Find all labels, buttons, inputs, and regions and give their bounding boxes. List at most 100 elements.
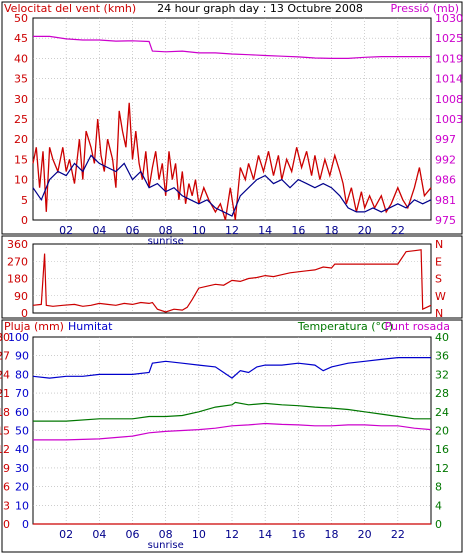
y-tick-label: 12: [435, 462, 449, 475]
y-tick-label: 10: [15, 499, 29, 512]
x-tick-label: 20: [358, 528, 372, 541]
y-tick-label: 36: [435, 350, 449, 363]
y-tick-label: 40: [435, 331, 449, 344]
y-tick-label: 24: [435, 406, 449, 419]
x-tick-label: 12: [225, 224, 239, 237]
x-tick-label: 06: [126, 528, 140, 541]
x-tick-label: 16: [291, 528, 305, 541]
y-tick-label: 6: [3, 481, 10, 494]
y-tick-label: 21: [0, 387, 10, 400]
y-tick-label: 30: [15, 462, 29, 475]
series-wind_avg: [32, 154, 432, 217]
y-tick-label: 28: [435, 387, 449, 400]
y-tick-label: 100: [8, 331, 29, 344]
y-tick-label: E: [435, 255, 442, 268]
y-tick-label: 30: [0, 331, 10, 344]
y-tick-label: 20: [435, 425, 449, 438]
x-tick-label: 06: [126, 224, 140, 237]
y-tick-label: 0: [22, 518, 29, 531]
y-tick-label: 18: [0, 406, 10, 419]
x-tick-label: 04: [92, 224, 106, 237]
y-tick-label: 180: [7, 273, 28, 286]
y-tick-label: 15: [14, 153, 28, 166]
series-humidity: [32, 357, 431, 379]
y-tick-label: 50: [15, 425, 29, 438]
y-tick-label: 1008: [435, 93, 463, 106]
y-tick-label: 270: [7, 255, 28, 268]
panel-border-3: [1, 319, 463, 553]
y-axis-label: Pressió (mb): [390, 2, 459, 15]
x-tick-label: 02: [59, 224, 73, 237]
x-tick-label: 04: [92, 528, 106, 541]
y-tick-label: 40: [15, 443, 29, 456]
y-tick-label: 15: [0, 425, 10, 438]
x-tick-label: 14: [258, 528, 272, 541]
x-tick-label: 10: [192, 528, 206, 541]
y-tick-label: W: [435, 290, 446, 303]
y-tick-label: 90: [14, 290, 28, 303]
y-tick-label: 12: [0, 443, 10, 456]
y-tick-label: 997: [435, 133, 456, 146]
y-tick-label: 35: [14, 73, 28, 86]
y-tick-label: 0: [21, 307, 28, 320]
x-tick-label: 14: [258, 224, 272, 237]
y-tick-label: 9: [3, 462, 10, 475]
y-tick-label: 5: [21, 194, 28, 207]
y-tick-label: 16: [435, 443, 449, 456]
chart-title: 24 hour graph day : 13 Octubre 2008: [157, 2, 363, 15]
x-tick-label: 08: [159, 528, 173, 541]
x-tick-label: 02: [59, 528, 73, 541]
y-tick-label: 986: [435, 174, 456, 187]
series-dewpoint: [33, 422, 432, 441]
y-axis-label: Pluja (mm): [4, 320, 64, 333]
panel-border-2: [1, 235, 463, 319]
y-tick-label: 45: [14, 32, 28, 45]
y-tick-label: 1003: [435, 113, 463, 126]
y-tick-label: 1019: [435, 52, 463, 65]
x-tick-label: 18: [325, 224, 339, 237]
y-tick-label: 4: [435, 499, 442, 512]
y-tick-label: 0: [21, 214, 28, 227]
y-axis-label: Humitat: [68, 320, 113, 333]
y-axis-label: Temperatura (°C): [297, 320, 393, 333]
series-direction: [32, 249, 432, 313]
y-tick-label: 30: [14, 93, 28, 106]
y-tick-label: 80: [15, 368, 29, 381]
x-tick-label: 22: [391, 224, 405, 237]
y-tick-label: 25: [14, 113, 28, 126]
sunrise-label: sunrise: [148, 540, 184, 551]
y-tick-label: 8: [435, 481, 442, 494]
x-tick-label: 18: [325, 528, 339, 541]
y-tick-label: 20: [14, 133, 28, 146]
series-temperature: [33, 401, 431, 422]
y-tick-label: 60: [15, 406, 29, 419]
y-tick-label: 981: [435, 194, 456, 207]
x-tick-label: 12: [225, 528, 239, 541]
y-tick-label: 70: [15, 387, 29, 400]
x-tick-label: 16: [291, 224, 305, 237]
y-tick-label: 1014: [435, 73, 463, 86]
y-tick-label: N: [435, 238, 443, 251]
y-tick-label: 32: [435, 368, 449, 381]
y-tick-label: 360: [7, 238, 28, 251]
y-tick-label: 1025: [435, 32, 463, 45]
y-tick-label: 20: [15, 481, 29, 494]
y-tick-label: 0: [3, 518, 10, 531]
y-tick-label: S: [435, 273, 442, 286]
y-tick-label: 24: [0, 368, 10, 381]
y-tick-label: 40: [14, 52, 28, 65]
x-tick-label: 08: [159, 224, 173, 237]
sunrise-label: sunrise: [148, 236, 184, 247]
x-tick-label: 22: [391, 528, 405, 541]
y-axis-label: Punt rosada: [385, 320, 450, 333]
panel-border-1: [1, 1, 463, 235]
y-tick-label: 50: [14, 12, 28, 25]
y-tick-label: 27: [0, 350, 10, 363]
y-tick-label: 992: [435, 153, 456, 166]
y-tick-label: 90: [15, 350, 29, 363]
series-pressure: [33, 35, 431, 60]
y-axis-label: Velocitat del vent (kmh): [4, 2, 136, 15]
y-tick-label: 3: [3, 499, 10, 512]
